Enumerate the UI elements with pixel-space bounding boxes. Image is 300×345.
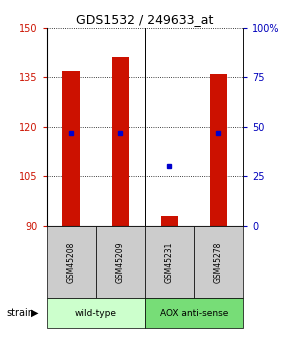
Text: GSM45278: GSM45278: [214, 241, 223, 283]
Text: GSM45209: GSM45209: [116, 241, 125, 283]
Text: wild-type: wild-type: [75, 308, 117, 318]
Title: GDS1532 / 249633_at: GDS1532 / 249633_at: [76, 13, 213, 27]
Bar: [62, 71, 80, 226]
Text: strain: strain: [6, 308, 34, 318]
Bar: [112, 57, 129, 226]
Bar: [161, 216, 178, 226]
Text: ▶: ▶: [31, 308, 38, 318]
Bar: [210, 74, 227, 226]
Text: GSM45231: GSM45231: [165, 241, 174, 283]
Text: AOX anti-sense: AOX anti-sense: [160, 308, 228, 318]
Text: GSM45208: GSM45208: [67, 241, 76, 283]
